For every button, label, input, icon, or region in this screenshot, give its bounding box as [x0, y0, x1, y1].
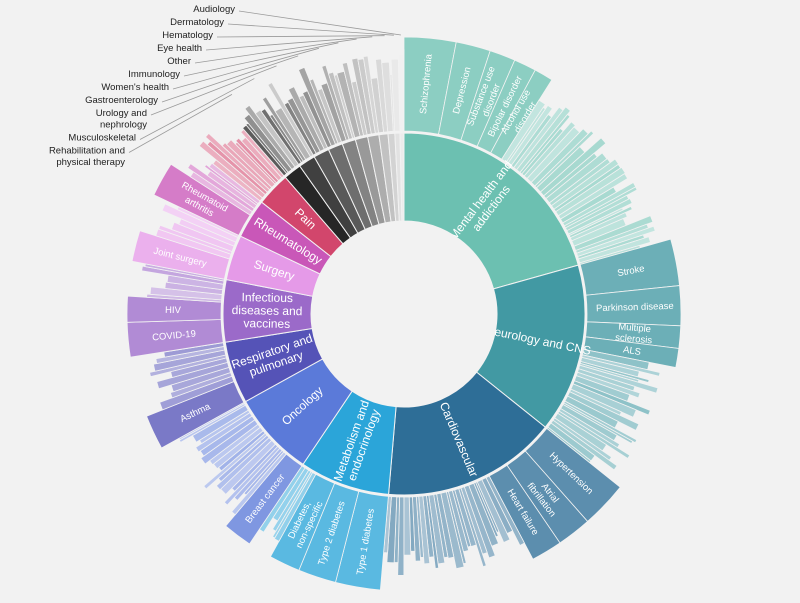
callout-line — [227, 23, 394, 36]
callout-label-urology-and-nephrology: Urology and nephrology — [96, 108, 147, 131]
callout-line — [183, 42, 339, 77]
outer-label-hiv: HIV — [165, 304, 182, 315]
callout-line — [216, 35, 385, 38]
callout-label-rehabilitation-and-physical-therapy: Rehabilitation and physical therapy — [49, 145, 125, 168]
callout-line — [194, 38, 357, 64]
inner-label-infectious-diseases-and-vaccines: Infectiousdiseases andvaccines — [231, 290, 302, 331]
outer-segment-minor[interactable] — [403, 496, 412, 556]
callout-label-eye-health: Eye health — [157, 43, 202, 54]
outer-segment-minor[interactable] — [403, 49, 405, 132]
center-hole — [311, 221, 497, 407]
callout-label-audiology: Audiology — [193, 4, 235, 15]
callout-label-dermatology: Dermatology — [170, 17, 224, 28]
callout-label-other: Other — [167, 56, 191, 67]
callout-line — [139, 78, 255, 140]
callout-label-musculoskeletal: Musculoskeletal — [68, 132, 136, 143]
callout-line — [205, 36, 373, 51]
callout-line — [150, 65, 277, 116]
outer-label-covid-19: COVID-19 — [152, 328, 197, 343]
outer-label-stroke: Stroke — [616, 263, 645, 279]
callout-line — [172, 47, 319, 90]
callout-label-hematology: Hematology — [162, 30, 213, 41]
callout-line — [238, 10, 401, 36]
outer-label-parkinson-disease: Parkinson disease — [596, 300, 674, 313]
callout-line — [128, 93, 233, 153]
outer-label-als: ALS — [622, 344, 641, 358]
callout-label-women-s-health: Women's health — [101, 82, 169, 93]
callout-label-gastroenterology: Gastroenterology — [85, 95, 158, 106]
callout-label-immunology: Immunology — [128, 69, 180, 80]
outer-label-multiple-sclerosis: Multiplesclerosis — [615, 321, 654, 346]
callout-line — [161, 55, 299, 103]
